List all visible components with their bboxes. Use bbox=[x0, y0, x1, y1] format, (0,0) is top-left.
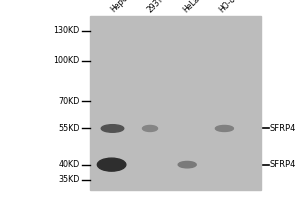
Text: 35KD: 35KD bbox=[58, 175, 80, 184]
Ellipse shape bbox=[178, 161, 196, 168]
Text: HeLa: HeLa bbox=[181, 0, 201, 14]
Text: SFRP4: SFRP4 bbox=[270, 124, 296, 133]
Text: 100KD: 100KD bbox=[53, 56, 80, 65]
Bar bbox=[90, 16, 261, 190]
Text: 55KD: 55KD bbox=[58, 124, 80, 133]
Ellipse shape bbox=[97, 158, 126, 171]
Text: 293T: 293T bbox=[145, 0, 165, 14]
Text: 40KD: 40KD bbox=[58, 160, 80, 169]
Ellipse shape bbox=[215, 125, 233, 131]
Text: 130KD: 130KD bbox=[53, 26, 80, 35]
Ellipse shape bbox=[101, 125, 124, 132]
Ellipse shape bbox=[142, 125, 158, 131]
Text: HO-8910: HO-8910 bbox=[217, 0, 247, 14]
Text: HepG2: HepG2 bbox=[109, 0, 134, 14]
Text: 70KD: 70KD bbox=[58, 97, 80, 106]
Text: SFRP4: SFRP4 bbox=[270, 160, 296, 169]
